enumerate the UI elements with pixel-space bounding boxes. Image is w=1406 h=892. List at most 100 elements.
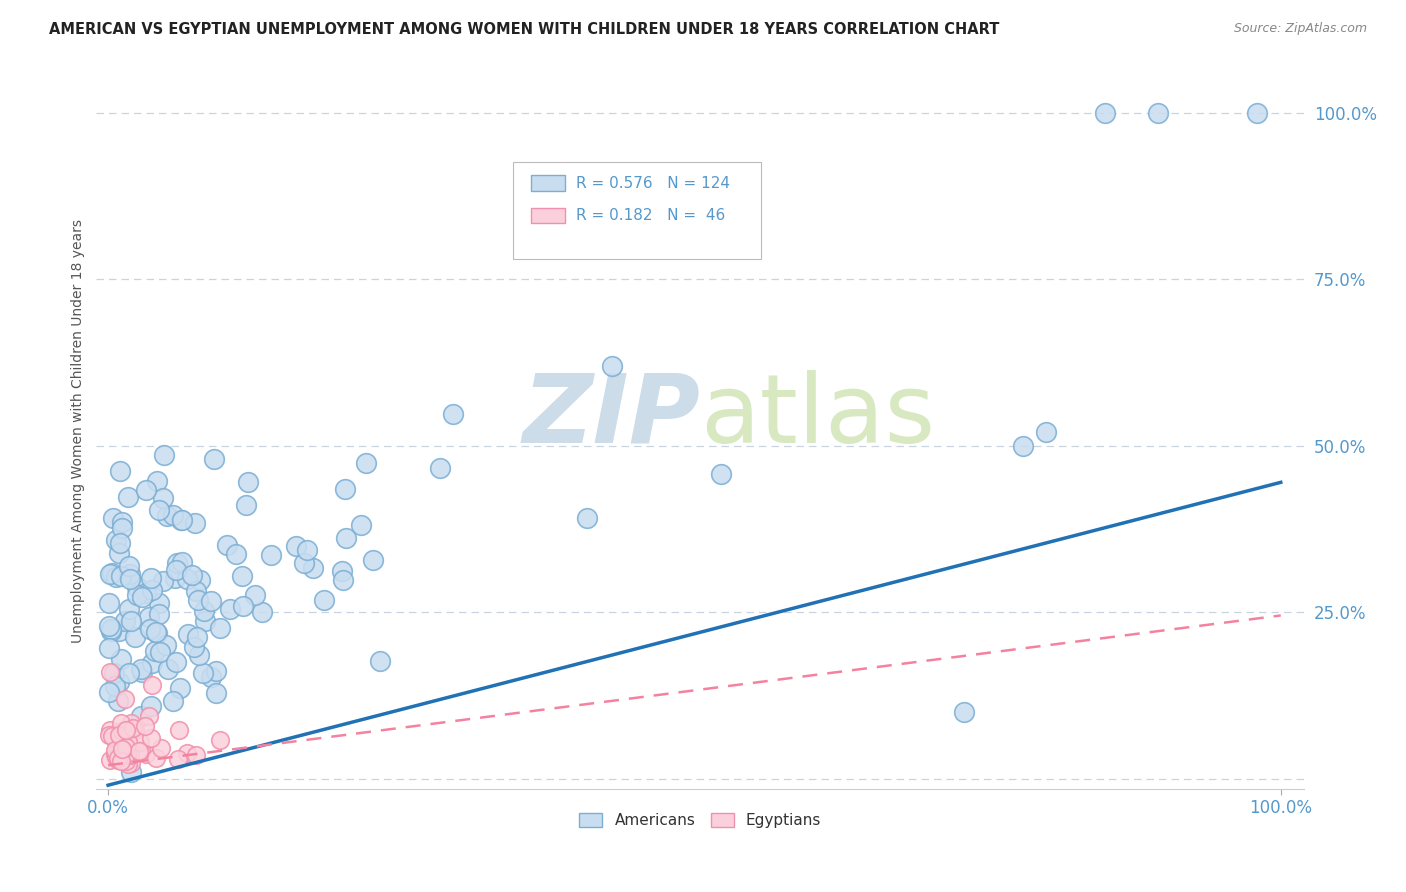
FancyBboxPatch shape [531, 176, 565, 191]
Point [953, 705, 976, 719]
Point [1094, 106, 1116, 120]
Point [200, 670, 222, 684]
Point [235, 498, 257, 512]
Point [193, 604, 215, 618]
Point [1011, 439, 1033, 453]
Point [165, 655, 187, 669]
Point [302, 561, 325, 575]
Point [111, 742, 134, 756]
Point [117, 490, 139, 504]
Point [169, 513, 191, 527]
Point [186, 630, 208, 644]
Point [98, 596, 121, 610]
Point [219, 602, 242, 616]
Point [162, 508, 184, 522]
Point [149, 645, 172, 659]
Point [429, 461, 451, 475]
Point [204, 452, 226, 467]
Point [146, 474, 169, 488]
Point [167, 723, 190, 738]
Point [110, 754, 132, 768]
Point [120, 764, 142, 779]
Point [131, 743, 153, 757]
Point [200, 594, 222, 608]
Point [297, 543, 319, 558]
FancyBboxPatch shape [513, 162, 761, 259]
Point [148, 596, 170, 610]
Point [129, 734, 152, 748]
Text: ZIP: ZIP [523, 370, 700, 463]
Point [187, 593, 209, 607]
Point [98, 728, 121, 742]
Point [105, 737, 128, 751]
Point [98, 566, 121, 581]
Point [111, 521, 134, 535]
Point [117, 756, 139, 771]
Point [232, 599, 254, 613]
Point [1246, 106, 1268, 120]
Point [245, 588, 267, 602]
Point [332, 573, 354, 587]
Point [167, 751, 190, 765]
Point [101, 729, 124, 743]
Point [127, 588, 149, 602]
Point [108, 624, 131, 638]
Point [138, 609, 160, 624]
Point [122, 721, 145, 735]
Point [110, 536, 132, 550]
Point [128, 744, 150, 758]
Point [188, 573, 211, 587]
Point [118, 748, 141, 763]
Point [107, 546, 129, 560]
Point [710, 467, 733, 482]
FancyBboxPatch shape [531, 208, 565, 223]
Legend: Americans, Egyptians: Americans, Egyptians [574, 807, 827, 835]
Point [141, 678, 163, 692]
Point [155, 638, 177, 652]
Point [165, 563, 187, 577]
Point [117, 745, 139, 759]
Point [143, 644, 166, 658]
Point [104, 750, 127, 764]
Point [172, 555, 194, 569]
Point [145, 751, 167, 765]
Point [335, 531, 357, 545]
Point [191, 665, 214, 680]
Text: Source: ZipAtlas.com: Source: ZipAtlas.com [1233, 22, 1367, 36]
Point [125, 580, 148, 594]
Point [100, 665, 122, 679]
Point [330, 564, 353, 578]
Point [180, 568, 202, 582]
Point [107, 753, 129, 767]
Point [139, 571, 162, 585]
Point [441, 408, 464, 422]
Point [183, 640, 205, 654]
Point [148, 503, 170, 517]
Point [333, 482, 356, 496]
Point [107, 751, 129, 765]
Point [110, 715, 132, 730]
Point [101, 566, 124, 581]
Point [131, 590, 153, 604]
Point [135, 747, 157, 761]
Point [350, 518, 373, 533]
Point [108, 728, 131, 742]
Point [225, 548, 247, 562]
Point [111, 747, 134, 761]
Point [194, 615, 217, 629]
Point [236, 475, 259, 489]
Point [152, 574, 174, 589]
Point [104, 679, 127, 693]
Point [1146, 106, 1168, 120]
Point [115, 748, 138, 763]
Point [104, 747, 127, 761]
Point [1035, 425, 1057, 440]
Point [150, 740, 173, 755]
Point [285, 539, 308, 553]
Point [176, 572, 198, 586]
Point [104, 533, 127, 548]
Point [110, 464, 132, 478]
Point [292, 557, 315, 571]
Point [98, 641, 121, 656]
Point [215, 538, 238, 552]
